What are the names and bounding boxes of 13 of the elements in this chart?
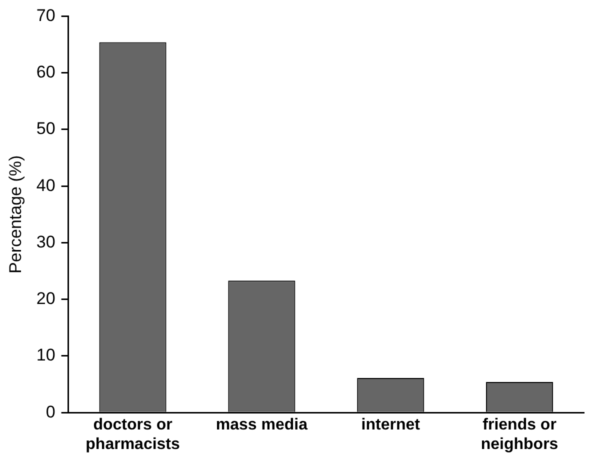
y-tick-label: 70 xyxy=(36,6,56,25)
x-tick-label: doctors or pharmacists xyxy=(86,416,180,453)
x-tick-label: friends or neighbors xyxy=(480,416,558,453)
y-tick-label: 50 xyxy=(36,119,56,138)
y-tick-label: 0 xyxy=(46,402,56,422)
x-tick-label: mass media xyxy=(216,416,308,434)
y-tick-label: 60 xyxy=(36,62,56,82)
y-tick-label: 40 xyxy=(36,176,56,195)
y-axis-title: Percentage (%) xyxy=(6,155,25,274)
y-tick-label: 30 xyxy=(36,232,56,252)
y-tick-label: 20 xyxy=(36,289,56,308)
x-tick-label: internet xyxy=(361,416,421,434)
y-tick-label: 10 xyxy=(36,346,56,365)
